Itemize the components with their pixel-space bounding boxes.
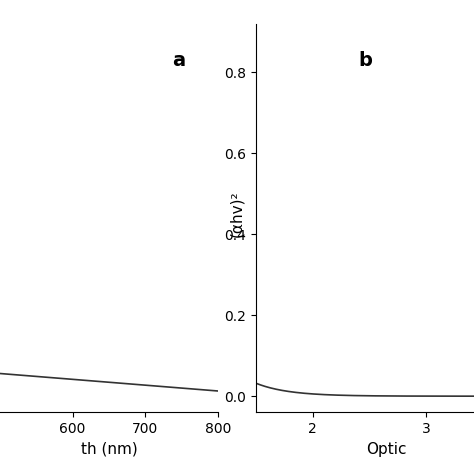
Text: a: a	[172, 51, 185, 70]
X-axis label: Optic: Optic	[366, 442, 407, 456]
Text: b: b	[358, 51, 373, 70]
Text: (αhv)²: (αhv)²	[229, 190, 245, 237]
X-axis label: th (nm): th (nm)	[81, 442, 137, 456]
